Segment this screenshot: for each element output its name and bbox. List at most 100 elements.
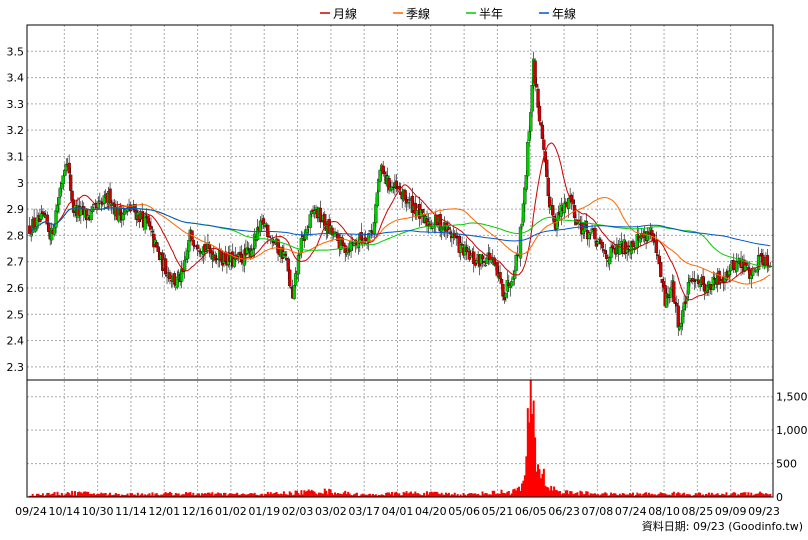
volume-bar bbox=[678, 493, 681, 497]
volume-bar bbox=[748, 495, 751, 497]
volume-bar bbox=[535, 471, 538, 497]
volume-bar bbox=[253, 492, 256, 497]
volume-tick-label: 0 bbox=[776, 491, 783, 504]
candle-down bbox=[480, 255, 485, 260]
volume-bar bbox=[116, 494, 119, 497]
volume-bar bbox=[649, 494, 652, 497]
candle-up bbox=[521, 203, 526, 223]
date-tick-label: 12/01 bbox=[148, 505, 180, 518]
volume-bar bbox=[183, 494, 186, 497]
candle-up bbox=[483, 264, 488, 267]
volume-bar bbox=[703, 495, 706, 497]
volume-bar bbox=[538, 469, 541, 497]
volume-bar bbox=[179, 495, 182, 497]
date-tick-label: 01/02 bbox=[215, 505, 247, 518]
volume-bar bbox=[490, 494, 493, 497]
volume-bar bbox=[221, 495, 224, 497]
volume-bar bbox=[707, 492, 710, 497]
date-tick-label: 09/24 bbox=[15, 505, 47, 518]
candle-down bbox=[191, 239, 195, 246]
moving-average-lines bbox=[29, 142, 771, 301]
volume-bar bbox=[385, 492, 388, 497]
volume-bar bbox=[293, 494, 296, 497]
volume-bar bbox=[196, 493, 199, 497]
volume-bar bbox=[607, 495, 610, 497]
volume-bar bbox=[98, 494, 101, 497]
volume-bar bbox=[217, 492, 220, 497]
volume-bar bbox=[241, 493, 244, 497]
date-tick-label: 08/10 bbox=[648, 505, 680, 518]
volume-bar bbox=[316, 494, 319, 497]
volume-bar bbox=[206, 492, 209, 497]
volume-bar bbox=[629, 493, 632, 497]
date-tick-label: 06/23 bbox=[548, 505, 580, 518]
volume-bar bbox=[110, 495, 113, 497]
volume-bar bbox=[274, 492, 277, 497]
candle-up bbox=[55, 205, 60, 212]
date-tick-label: 05/21 bbox=[482, 505, 514, 518]
volume-bar bbox=[760, 492, 763, 497]
volume-bar bbox=[529, 380, 532, 497]
volume-bar bbox=[680, 494, 683, 497]
volume-bar bbox=[79, 492, 82, 497]
volume-bar bbox=[439, 494, 442, 497]
volume-bar bbox=[123, 495, 126, 497]
candle-up bbox=[607, 257, 612, 265]
candle-up bbox=[469, 255, 473, 258]
volume-bar bbox=[719, 495, 722, 497]
volume-bar bbox=[639, 493, 642, 497]
volume-bar bbox=[487, 494, 490, 497]
volume-bar bbox=[351, 495, 354, 497]
volume-bar bbox=[696, 494, 699, 497]
candle-down bbox=[537, 105, 542, 122]
volume-bar bbox=[694, 493, 697, 497]
candle-up bbox=[292, 285, 296, 299]
volume-bar bbox=[259, 494, 262, 497]
volume-bar bbox=[509, 494, 512, 497]
volume-bar bbox=[586, 491, 589, 497]
volume-bar bbox=[269, 492, 272, 497]
volume-bar bbox=[659, 492, 662, 497]
volume-bar bbox=[753, 494, 756, 497]
volume-bar bbox=[43, 495, 46, 497]
candle-up bbox=[524, 175, 528, 190]
volume-bar bbox=[193, 495, 196, 497]
volume-bar bbox=[504, 493, 507, 497]
volume-bar bbox=[718, 494, 721, 497]
volume-bar bbox=[723, 494, 726, 497]
candle-down bbox=[283, 253, 287, 256]
volume-bar bbox=[697, 492, 700, 497]
volume-bar bbox=[544, 485, 547, 497]
volume-bar bbox=[728, 495, 731, 497]
volume-bar bbox=[309, 491, 312, 497]
volume-tick-label: 500 bbox=[776, 458, 797, 471]
candle-up bbox=[58, 187, 63, 197]
volume-bar bbox=[404, 492, 407, 497]
volume-bar bbox=[528, 422, 531, 497]
volume-bar bbox=[620, 495, 623, 497]
volume-bar bbox=[300, 490, 303, 497]
volume-bar bbox=[534, 437, 537, 497]
candle-down bbox=[612, 247, 616, 250]
candle-up bbox=[253, 233, 257, 249]
volume-bar bbox=[228, 493, 231, 497]
volume-bar bbox=[604, 492, 607, 497]
legend-label: 半年 bbox=[479, 7, 503, 21]
volume-bar bbox=[482, 494, 485, 497]
volume-bar bbox=[462, 492, 465, 497]
date-tick-label: 04/20 bbox=[415, 505, 447, 518]
volume-bar bbox=[345, 494, 348, 497]
volume-bar bbox=[499, 493, 502, 497]
volume-bar bbox=[265, 494, 268, 497]
candle-down bbox=[85, 208, 89, 221]
volume-bar bbox=[563, 493, 566, 497]
volume-bar bbox=[85, 491, 88, 497]
volume-bar bbox=[667, 495, 670, 497]
candle-up bbox=[729, 264, 733, 272]
volume-bar bbox=[598, 495, 601, 497]
volume-bar bbox=[395, 491, 398, 497]
volume-bar bbox=[376, 495, 379, 497]
candle-down bbox=[359, 232, 363, 240]
volume-bar bbox=[130, 493, 133, 497]
volume-bar bbox=[553, 486, 556, 497]
